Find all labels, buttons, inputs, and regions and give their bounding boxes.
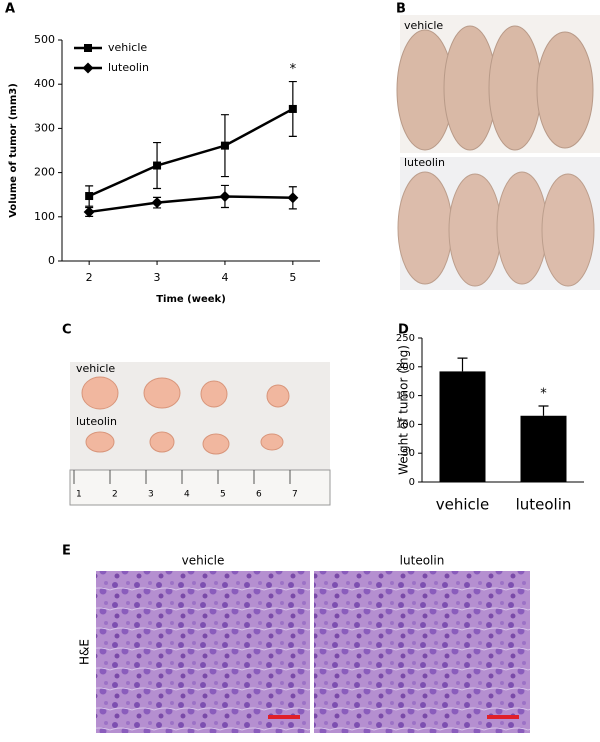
bar: [520, 415, 567, 482]
marker: [153, 161, 162, 170]
y-tick-label: 50: [402, 448, 415, 459]
x-tick-label: 4: [221, 271, 228, 284]
x-tick-label: vehicle: [436, 496, 489, 514]
marker: [288, 104, 297, 113]
annotation: *: [540, 386, 547, 401]
y-tick-label: 200: [396, 362, 415, 373]
micrograph: [314, 571, 530, 733]
y-tick-label: 0: [48, 254, 55, 267]
y-tick-label: 100: [396, 419, 415, 430]
ruler-label: 2: [112, 490, 118, 500]
bar: [439, 371, 486, 482]
marker: [220, 141, 229, 150]
legend-marker: [84, 44, 92, 52]
scale-bar: [487, 715, 519, 719]
annotation: *: [290, 62, 297, 77]
error-bar: [457, 357, 468, 372]
series-line: [88, 195, 293, 214]
panel-label: B: [396, 2, 406, 17]
ruler-label: 3: [148, 490, 154, 500]
panel-a: A 0 100 200 300 400 500 2 3 4 5 Time (week) Volume …: [5, 2, 320, 305]
series-line: [88, 107, 294, 198]
ruler-label: 6: [256, 490, 262, 500]
y-tick-label: 0: [409, 477, 415, 488]
y-tick-label: 150: [396, 391, 415, 402]
x-tick-label: luteolin: [516, 496, 572, 514]
photo-title: luteolin: [400, 554, 445, 568]
x-axis-label: Time (week): [156, 294, 226, 305]
x-tick-label: 2: [86, 271, 93, 284]
panel-b: B vehicle luteolin: [396, 2, 600, 290]
x-tick-label: 5: [289, 271, 296, 284]
ruler-label: 5: [220, 490, 226, 500]
mice: [397, 171, 595, 287]
panel-label: D: [398, 323, 409, 338]
y-tick-label: 400: [34, 77, 55, 90]
panel-label: C: [62, 323, 72, 338]
y-tick-label: 250: [396, 333, 415, 344]
error-bar: [538, 405, 549, 416]
ruler-label: 7: [292, 490, 298, 500]
mice: [396, 25, 594, 151]
photo-label: vehicle: [76, 362, 115, 375]
y-axis-label: Volume of tumor (mm3): [8, 83, 19, 218]
marker: [287, 192, 299, 204]
photo-title: vehicle: [182, 554, 225, 568]
x-tick-label: 3: [154, 271, 161, 284]
ruler-label: 1: [76, 490, 82, 500]
photo-label: luteolin: [76, 415, 117, 428]
y-tick-label: 100: [34, 210, 55, 223]
legend-label: vehicle: [108, 41, 147, 54]
marker: [151, 197, 163, 209]
legend-marker: [82, 62, 94, 74]
y-axis-label: Weight of tumor (mg): [397, 345, 411, 475]
scale-bar: [268, 715, 300, 719]
y-tick-label: 500: [34, 33, 55, 46]
tumors: [81, 376, 290, 455]
ruler-labels: 1 2 3 4 5 6 7: [73, 470, 298, 500]
y-tick-label: 200: [34, 166, 55, 179]
marker: [219, 190, 231, 202]
panel-label: A: [5, 2, 15, 17]
y-tick-label: 300: [34, 121, 55, 134]
ruler-label: 4: [184, 490, 190, 500]
panel-c: C vehicle luteolin 1 2 3 4 5 6 7: [62, 323, 331, 506]
stain-label: H&E: [78, 639, 92, 665]
marker: [85, 192, 94, 201]
panel-label: E: [62, 544, 71, 559]
panel-e: E vehicle luteolin H&E: [62, 544, 530, 733]
photo-label: luteolin: [404, 156, 445, 169]
photo-label: vehicle: [404, 19, 443, 32]
legend-label: luteolin: [108, 61, 149, 74]
marker: [83, 206, 95, 218]
ruler: [69, 469, 331, 506]
micrograph: [96, 571, 310, 733]
